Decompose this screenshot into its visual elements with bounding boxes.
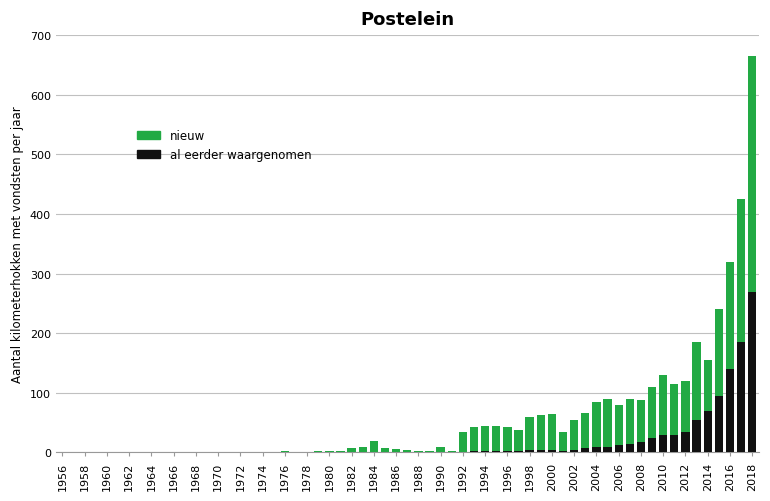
Bar <box>525 449 534 452</box>
Bar <box>626 444 634 452</box>
Bar <box>559 432 567 451</box>
Bar <box>492 451 501 452</box>
Bar <box>581 413 590 448</box>
Bar <box>314 451 323 452</box>
Bar <box>692 420 701 452</box>
Bar <box>392 449 400 452</box>
Bar <box>592 446 601 452</box>
Bar <box>425 451 434 452</box>
Bar <box>481 426 489 451</box>
Bar <box>704 360 712 411</box>
Bar <box>347 448 356 452</box>
Bar <box>715 396 723 452</box>
Bar <box>403 450 411 452</box>
Legend: nieuw, al eerder waargenomen: nieuw, al eerder waargenomen <box>132 125 316 167</box>
Bar <box>514 430 523 451</box>
Bar <box>670 435 678 452</box>
Bar <box>748 57 756 292</box>
Bar <box>514 451 523 452</box>
Bar <box>437 446 445 452</box>
Bar <box>537 449 545 452</box>
Bar <box>447 451 456 452</box>
Bar <box>614 445 623 452</box>
Bar <box>537 415 545 449</box>
Bar <box>726 262 734 369</box>
Bar <box>737 200 745 343</box>
Bar <box>492 426 501 451</box>
Bar <box>704 411 712 452</box>
Bar <box>692 343 701 420</box>
Bar <box>504 451 511 452</box>
Bar <box>414 451 423 452</box>
Bar <box>325 451 333 452</box>
Bar <box>370 441 378 452</box>
Bar <box>715 310 723 396</box>
Bar <box>748 292 756 452</box>
Bar <box>637 400 645 442</box>
Bar <box>670 384 678 435</box>
Bar <box>547 449 556 452</box>
Bar <box>470 451 478 452</box>
Bar <box>504 427 511 451</box>
Y-axis label: Aantal kilometerhokken met vondsten per jaar: Aantal kilometerhokken met vondsten per … <box>11 106 24 382</box>
Bar <box>459 432 467 452</box>
Bar <box>336 451 345 452</box>
Bar <box>648 438 656 452</box>
Bar <box>281 451 289 452</box>
Bar <box>648 387 656 438</box>
Bar <box>637 442 645 452</box>
Bar <box>559 451 567 452</box>
Bar <box>592 402 601 446</box>
Bar <box>470 427 478 451</box>
Bar <box>659 435 668 452</box>
Bar <box>626 399 634 444</box>
Bar <box>481 451 489 452</box>
Bar <box>614 405 623 445</box>
Bar <box>570 420 578 449</box>
Bar <box>604 399 611 446</box>
Bar <box>681 432 690 452</box>
Bar <box>381 448 389 452</box>
Title: Postelein: Postelein <box>360 11 454 29</box>
Bar <box>737 343 745 452</box>
Bar <box>681 381 690 432</box>
Bar <box>659 375 668 435</box>
Bar <box>525 417 534 449</box>
Bar <box>581 448 590 452</box>
Bar <box>726 369 734 452</box>
Bar <box>547 414 556 449</box>
Bar <box>359 446 367 452</box>
Bar <box>570 449 578 452</box>
Bar <box>604 446 611 452</box>
